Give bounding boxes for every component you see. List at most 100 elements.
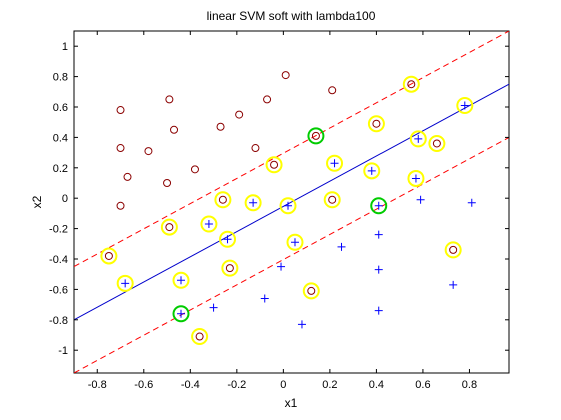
class-plus-point [414,134,423,143]
support-vector-ring [326,154,344,172]
support-vector-ring [219,230,237,248]
x-axis-label: x1 [285,396,298,410]
class-plus-point [177,309,186,318]
class-circle-point [195,332,204,341]
margin-violator-ring [307,127,325,145]
support-vector-ring [409,130,427,148]
class-plus-point [290,238,299,247]
support-vector-ring [172,271,190,289]
class-circle-point [116,201,125,210]
class-plus-point [374,230,383,239]
lines-layer [74,31,509,373]
y-tick-label: -0.4 [49,254,68,266]
support-vector-ring [428,134,446,152]
class-circle-point [432,139,441,148]
class-plus-point [374,201,383,210]
support-vector-ring [214,191,232,209]
support-vector-ring [221,259,239,277]
class-plus-point [374,306,383,315]
support-vector-ring [456,96,474,114]
class-circle-point [165,95,174,104]
class-plus-point [460,101,469,110]
x-tick-label: -0.8 [88,379,107,391]
class-circle-point [225,264,234,273]
class-plus-point [416,195,425,204]
x-tick-label: 0 [280,379,286,391]
axis-ticks: -0.8 -0.6 -0.4 -0.2 0 0.2 0.4 0.6 0.8 -1 -0.8 -0.6 -… [49,31,509,391]
support-vector-ring [265,156,283,174]
y-tick-label: -0.2 [49,224,68,236]
class-plus-point [284,201,293,210]
class-circle-point [190,165,199,174]
class-circle-point [235,110,244,119]
class-circle-point [307,286,316,295]
margin-lower-line [74,136,509,373]
class-plus-point [209,303,218,312]
class-plus-point [467,198,476,207]
class-circle-point [328,86,337,95]
class-plus-point [449,280,458,289]
class-plus-point [177,276,186,285]
markers-layer [100,71,476,346]
y-axis-label: x2 [30,195,44,208]
support-vector-ring [200,215,218,233]
margin-violator-ring [370,197,388,215]
class-circle-point [165,223,174,232]
x-tick-label: -0.2 [227,379,246,391]
y-tick-label: 0 [62,193,68,205]
class-plus-point [367,166,376,175]
x-tick-label: 0.6 [415,379,430,391]
class-circle-point [104,251,113,260]
class-circle-point [116,106,125,115]
decision-boundary-line [74,83,509,321]
class-circle-point [449,245,458,254]
class-plus-point [223,235,232,244]
class-plus-point [121,279,130,288]
support-vector-ring [367,115,385,133]
class-plus-point [260,294,269,303]
support-vector-ring [279,197,297,215]
class-plus-point [277,262,286,271]
class-circle-point [372,119,381,128]
y-tick-label: 1 [62,41,68,53]
support-vector-ring [116,274,134,292]
class-circle-point [328,195,337,204]
support-vector-ring [402,75,420,93]
class-circle-point [123,172,132,181]
class-circle-point [251,144,260,153]
class-circle-point [407,80,416,89]
class-circle-point [216,122,225,131]
support-vector-ring [160,218,178,236]
y-tick-label: -0.6 [49,284,68,296]
class-plus-point [204,220,213,229]
margin-upper-line [74,31,509,268]
class-circle-point [163,179,172,187]
chart-title: linear SVM soft with lambda100 [207,9,376,23]
class-circle-point [218,195,227,204]
class-circle-point [263,95,272,104]
x-tick-label: 0.4 [369,379,384,391]
support-vector-ring [191,328,209,346]
class-circle-point [116,144,125,153]
x-tick-label: 0.8 [462,379,477,391]
class-circle-point [270,160,279,169]
y-tick-label: 0.2 [53,163,68,175]
class-plus-point [337,242,346,251]
class-circle-point [144,147,153,156]
margin-violator-ring [172,305,190,323]
class-plus-point [374,265,383,274]
class-circle-point [281,71,290,80]
support-vector-ring [100,247,118,265]
x-tick-label: 0.2 [322,379,337,391]
y-tick-label: 0.6 [53,102,68,114]
support-vector-ring [286,233,304,251]
class-circle-point [170,125,179,134]
class-plus-point [411,174,420,183]
class-plus-point [297,320,306,329]
class-plus-point [330,159,339,168]
support-vector-ring [244,194,262,212]
x-tick-label: -0.4 [181,379,200,391]
y-tick-label: -0.8 [49,315,68,327]
x-tick-label: -0.6 [134,379,153,391]
